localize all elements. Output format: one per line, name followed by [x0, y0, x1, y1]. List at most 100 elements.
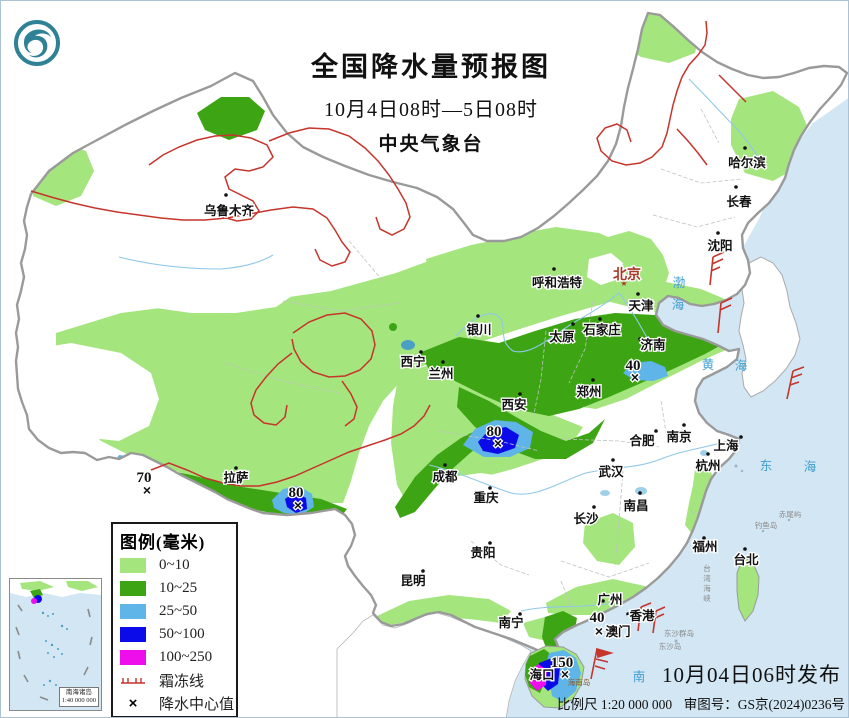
- city-dot: [611, 458, 615, 462]
- city-dot: [706, 452, 710, 456]
- legend-color-swatch: [120, 650, 146, 665]
- city-dot: [419, 350, 423, 354]
- tiny-geo-label: 海南岛: [568, 677, 591, 687]
- city-label: 太原: [549, 329, 575, 344]
- city-label: 杭州: [695, 458, 720, 473]
- city-label: 西宁: [400, 354, 425, 369]
- legend-item: 0~10: [120, 555, 230, 576]
- precip-center-value: 40: [626, 358, 641, 374]
- capital-star-icon: ★: [620, 279, 627, 288]
- tiny-geo-label: 台: [703, 563, 711, 573]
- city-label: 乌鲁木齐: [204, 203, 255, 218]
- legend-color-swatch: [120, 627, 146, 642]
- precip-center-x-icon: ×: [294, 497, 302, 513]
- city-dot: [571, 322, 575, 326]
- city-label: 昆明: [400, 573, 425, 588]
- city-dot: [518, 612, 522, 616]
- wind-barbs: [590, 251, 805, 680]
- map-meta-line: 比例尺 1:20 000 000 审图号：GS京(2024)0236号: [557, 693, 845, 713]
- city-label: 长沙: [573, 511, 599, 526]
- city-label: 台北: [733, 552, 759, 567]
- map-title-block: 全国降水量预报图 10月4日08时—5日08时 中央气象台: [256, 45, 606, 156]
- city-label: 石家庄: [582, 322, 621, 337]
- city-dot: [551, 667, 555, 671]
- legend-item-label: 25~50: [159, 603, 198, 619]
- city-dot: [682, 423, 686, 427]
- city-dot: [224, 193, 228, 197]
- legend-item-center-value: × 降水中心值: [120, 693, 234, 714]
- map-scale: 比例尺 1:20 000 000: [557, 697, 673, 712]
- legend-item-label: 50~100: [159, 626, 205, 642]
- city-dot: [638, 337, 642, 341]
- center-value-icon: ×: [128, 695, 138, 712]
- hainan-island: [524, 645, 585, 709]
- city-label: 澳门: [605, 624, 630, 639]
- city-label: 贵阳: [470, 545, 495, 560]
- precip-center-value: 80: [487, 424, 502, 440]
- cma-logo-icon: [14, 20, 60, 66]
- city-dot: [598, 317, 602, 321]
- precip-center-x-icon: ×: [143, 482, 151, 498]
- city-label: 南昌: [623, 498, 648, 513]
- precip-center-value: 70: [137, 470, 152, 486]
- city-dot: [591, 378, 595, 382]
- city-dot: [605, 628, 609, 632]
- legend-color-swatch: [120, 581, 146, 596]
- legend-item-frost-line: 霜冻线: [120, 670, 230, 691]
- legend-color-swatch: [120, 558, 146, 573]
- city-label: 呼和浩特: [532, 275, 583, 290]
- sea-label: 渤: [673, 275, 686, 290]
- city-label: 上海: [713, 438, 739, 453]
- legend-item-label: 0~10: [159, 557, 190, 573]
- city-label: 拉萨: [223, 470, 249, 485]
- city-dot: [743, 547, 747, 551]
- city-label: 哈尔滨: [728, 155, 766, 170]
- map-title: 全国降水量预报图: [311, 52, 551, 82]
- city-dot: [601, 599, 605, 603]
- tiny-geo-label: 钓鱼岛: [755, 520, 778, 530]
- precip-center-value: 150: [551, 655, 574, 671]
- city-label: 香港: [628, 608, 655, 623]
- city-label: 郑州: [576, 384, 601, 399]
- city-label: 兰州: [428, 366, 453, 381]
- city-dot: [518, 392, 522, 396]
- city-dot: [636, 292, 640, 296]
- legend-item-label: 10~25: [159, 580, 198, 596]
- precip-center-x-icon: ×: [595, 623, 603, 639]
- frost-line-icon: [120, 673, 146, 689]
- south-china-sea-inset: 南海诸岛 1:40 000 000: [9, 578, 102, 711]
- precip-center-x-icon: ×: [631, 369, 639, 385]
- city-label: 成都: [432, 469, 458, 484]
- city-dot: [234, 466, 238, 470]
- inset-title: 南海诸岛: [65, 689, 92, 696]
- legend-title: 图例(毫米): [120, 533, 206, 552]
- inset-scale: 1:40 000 000: [61, 697, 96, 704]
- city-label: 武汉: [598, 464, 624, 479]
- small-islands: [674, 464, 791, 643]
- city-dot: [488, 541, 492, 545]
- city-label: 福州: [691, 539, 717, 554]
- inset-caption: 南海诸岛 1:40 000 000: [58, 687, 99, 707]
- legend-item: 50~100: [120, 624, 230, 645]
- city-dot: [552, 267, 556, 271]
- legend-item: 100~250: [120, 647, 230, 668]
- tiny-geo-label: 东沙群岛: [664, 628, 694, 638]
- sea-label: 海: [804, 459, 817, 474]
- sea-label: 海: [672, 297, 685, 312]
- tiny-geo-label: 峡: [703, 593, 711, 603]
- legend-item-label: 100~250: [159, 649, 213, 665]
- city-dot: [421, 569, 425, 573]
- sea-label: 黄: [702, 358, 715, 372]
- city-label: 南京: [666, 429, 692, 444]
- legend: 图例(毫米) 0~10 10~25 25~50 50~100 100~250 霜冻线 ×…: [111, 522, 238, 717]
- precip-center-value: 40: [590, 610, 605, 626]
- city-label: 北京: [613, 266, 641, 282]
- legend-item: 25~50: [120, 601, 230, 622]
- legend-item-label: 降水中心值: [159, 697, 235, 713]
- city-label: 银川: [466, 322, 491, 337]
- city-dot: [443, 463, 447, 467]
- city-dot: [743, 146, 747, 150]
